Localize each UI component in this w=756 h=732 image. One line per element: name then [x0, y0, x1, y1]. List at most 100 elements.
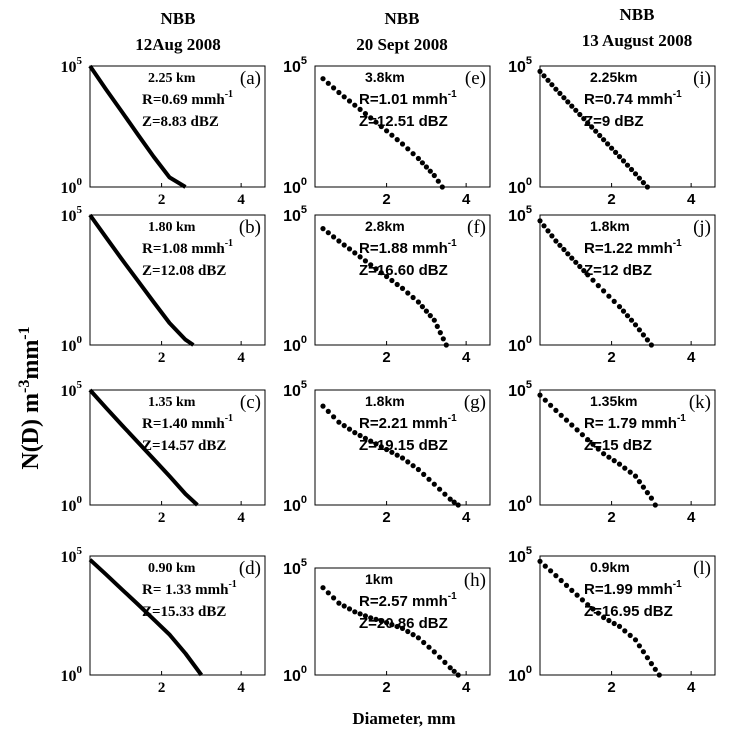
y-axis-label-mid: mm: [18, 340, 44, 380]
panel-g-point-11: [378, 444, 384, 450]
panel-e-rain-rate-text: R=1.01 mmh: [359, 91, 448, 108]
panel-e-point-14: [394, 137, 400, 143]
panel-f-point-21: [427, 313, 433, 319]
panel-h-point-23: [442, 659, 448, 666]
panel-e-height: 3.8km: [365, 69, 405, 85]
panel-j-point-16: [606, 293, 612, 299]
panel-c-ytick-label-0-base: 10: [61, 498, 77, 515]
panel-h-frame: [314, 567, 491, 676]
panel-l-ytick-label-0-exp: 0: [526, 664, 532, 676]
panel-k-point-16: [622, 465, 628, 471]
x-axis-label: Diameter, mm: [352, 709, 455, 728]
panel-b-height: 1.80 km: [148, 220, 196, 235]
panel-k-point-22: [648, 495, 655, 501]
column-header-1-line2: 12Aug 2008: [135, 35, 220, 54]
panel-g-rain-rate-text: R=2.21 mmh: [359, 415, 448, 432]
panel-i-xtick-label-1: 4: [687, 191, 696, 208]
panel-c-reflectivity: Z=14.57 dBZ: [142, 438, 226, 454]
panel-k-point-3: [553, 407, 559, 413]
panel-i-point-3: [549, 82, 555, 88]
panel-j-ytick-label-1: 105: [508, 204, 532, 225]
panel-h-ytick-label-0-exp: 0: [301, 664, 307, 676]
panel-i-point-25: [636, 175, 643, 181]
panel-i-point-9: [573, 107, 579, 113]
panel-f-point-25: [440, 336, 446, 342]
panel-k-ytick-label-1: 105: [508, 379, 532, 400]
panel-i-point-21: [620, 158, 627, 164]
panel-l-ytick-label-1-base: 10: [508, 549, 526, 566]
panel-k-ytick-label-1-exp: 5: [526, 379, 532, 391]
panel-e-reflectivity: Z=12.51 dBZ: [359, 113, 448, 130]
panel-h-label: (h): [464, 570, 486, 591]
panel-i-point-20: [616, 154, 623, 160]
panel-d-xtick-label-1: 4: [237, 680, 245, 696]
panel-l-label: (l): [693, 558, 711, 579]
panel-c-rain-rate-exp: -1: [225, 413, 233, 424]
panel-i-rain-rate-text: R=0.74 mmh: [584, 91, 673, 108]
panel-l-ytick-label-0-base: 10: [508, 668, 526, 685]
column-header-3-line1: NBB: [620, 5, 655, 24]
panel-g-point-7: [357, 432, 363, 439]
panel-i-point-22: [624, 162, 631, 168]
panel-i-point-13: [589, 124, 595, 130]
panel-c-ytick-label-0-exp: 0: [77, 494, 83, 506]
panel-k-point-21: [644, 490, 651, 496]
panel-i-xtick-label-0: 2: [607, 191, 615, 208]
panel-h-point-15: [399, 625, 406, 632]
y-axis-label-exp1: -3: [16, 380, 33, 393]
panel-e-rain-rate-exp: -1: [448, 89, 457, 100]
panel-f-frame: [314, 214, 491, 346]
panel-l-point-19: [636, 643, 643, 649]
panel-i-point-11: [581, 116, 587, 122]
panel-c-height-text: 1.35 km: [148, 395, 196, 410]
panel-i-ytick-label-1: 105: [508, 55, 532, 76]
panel-e-point-9: [368, 115, 374, 121]
panel-a-rain-rate: R=0.69 mmh-1: [142, 89, 233, 108]
panel-j-point-10: [577, 263, 583, 270]
panel-l-point-23: [652, 666, 658, 672]
panel-k-rain-rate-text: R= 1.79 mmh: [584, 415, 677, 432]
panel-l-point-2: [548, 568, 554, 574]
panel-f-reflectivity: Z=16.60 dBZ: [359, 262, 448, 279]
panel-j-ytick-label-0: 100: [508, 334, 532, 355]
panel-k-point-7: [574, 427, 580, 433]
panel-k-ytick-label-1-base: 10: [508, 383, 526, 400]
panel-j-point-26: [648, 342, 655, 348]
panel-k-point-4: [558, 412, 564, 418]
panel-f-ytick-label-0: 100: [283, 334, 307, 355]
panel-j-rain-rate: R=1.22 mmh-1: [584, 238, 682, 257]
panel-k-reflectivity-text: Z=15 dBZ: [584, 437, 652, 454]
panel-g-point-14: [394, 452, 400, 458]
panel-h-point-11: [378, 618, 384, 624]
panel-f-point-18: [415, 299, 421, 305]
panel-k-point-12: [601, 451, 607, 457]
panel-j-point-7: [565, 251, 571, 257]
panel-h-xtick-label-1: 4: [462, 679, 471, 696]
panel-i-rain-rate-exp: -1: [673, 89, 682, 100]
panel-f-rain-rate-exp: -1: [448, 238, 457, 249]
panel-g-point-20: [426, 476, 432, 482]
panel-b-xtick-label-0: 2: [158, 350, 166, 366]
panel-g-point-2: [331, 414, 337, 420]
panel-l-rain-rate-text: R=1.99 mmh: [584, 581, 673, 598]
panel-b-rain-rate: R=1.08 mmh-1: [142, 238, 233, 257]
panel-k-ytick-label-0-base: 10: [508, 498, 526, 515]
panel-f-point-20: [423, 308, 429, 314]
panel-h-point-9: [368, 615, 374, 621]
panel-d-frame: [89, 555, 266, 676]
panel-l-ytick-label-1: 105: [508, 545, 532, 566]
panel-h-ytick-label-1-exp: 5: [301, 557, 307, 569]
panel-l-xtick-label-1: 4: [687, 679, 696, 696]
panel-l-point-22: [648, 661, 655, 667]
panel-e-label: (e): [465, 68, 486, 89]
panel-g-point-17: [410, 463, 416, 469]
panel-g-point-5: [346, 426, 353, 432]
panel-j-point-4: [553, 238, 559, 244]
panel-h-point-6: [352, 609, 358, 615]
panel-g-point-1: [325, 408, 331, 414]
panel-g-point-0: [320, 403, 326, 409]
panel-e-point-7: [357, 106, 363, 112]
